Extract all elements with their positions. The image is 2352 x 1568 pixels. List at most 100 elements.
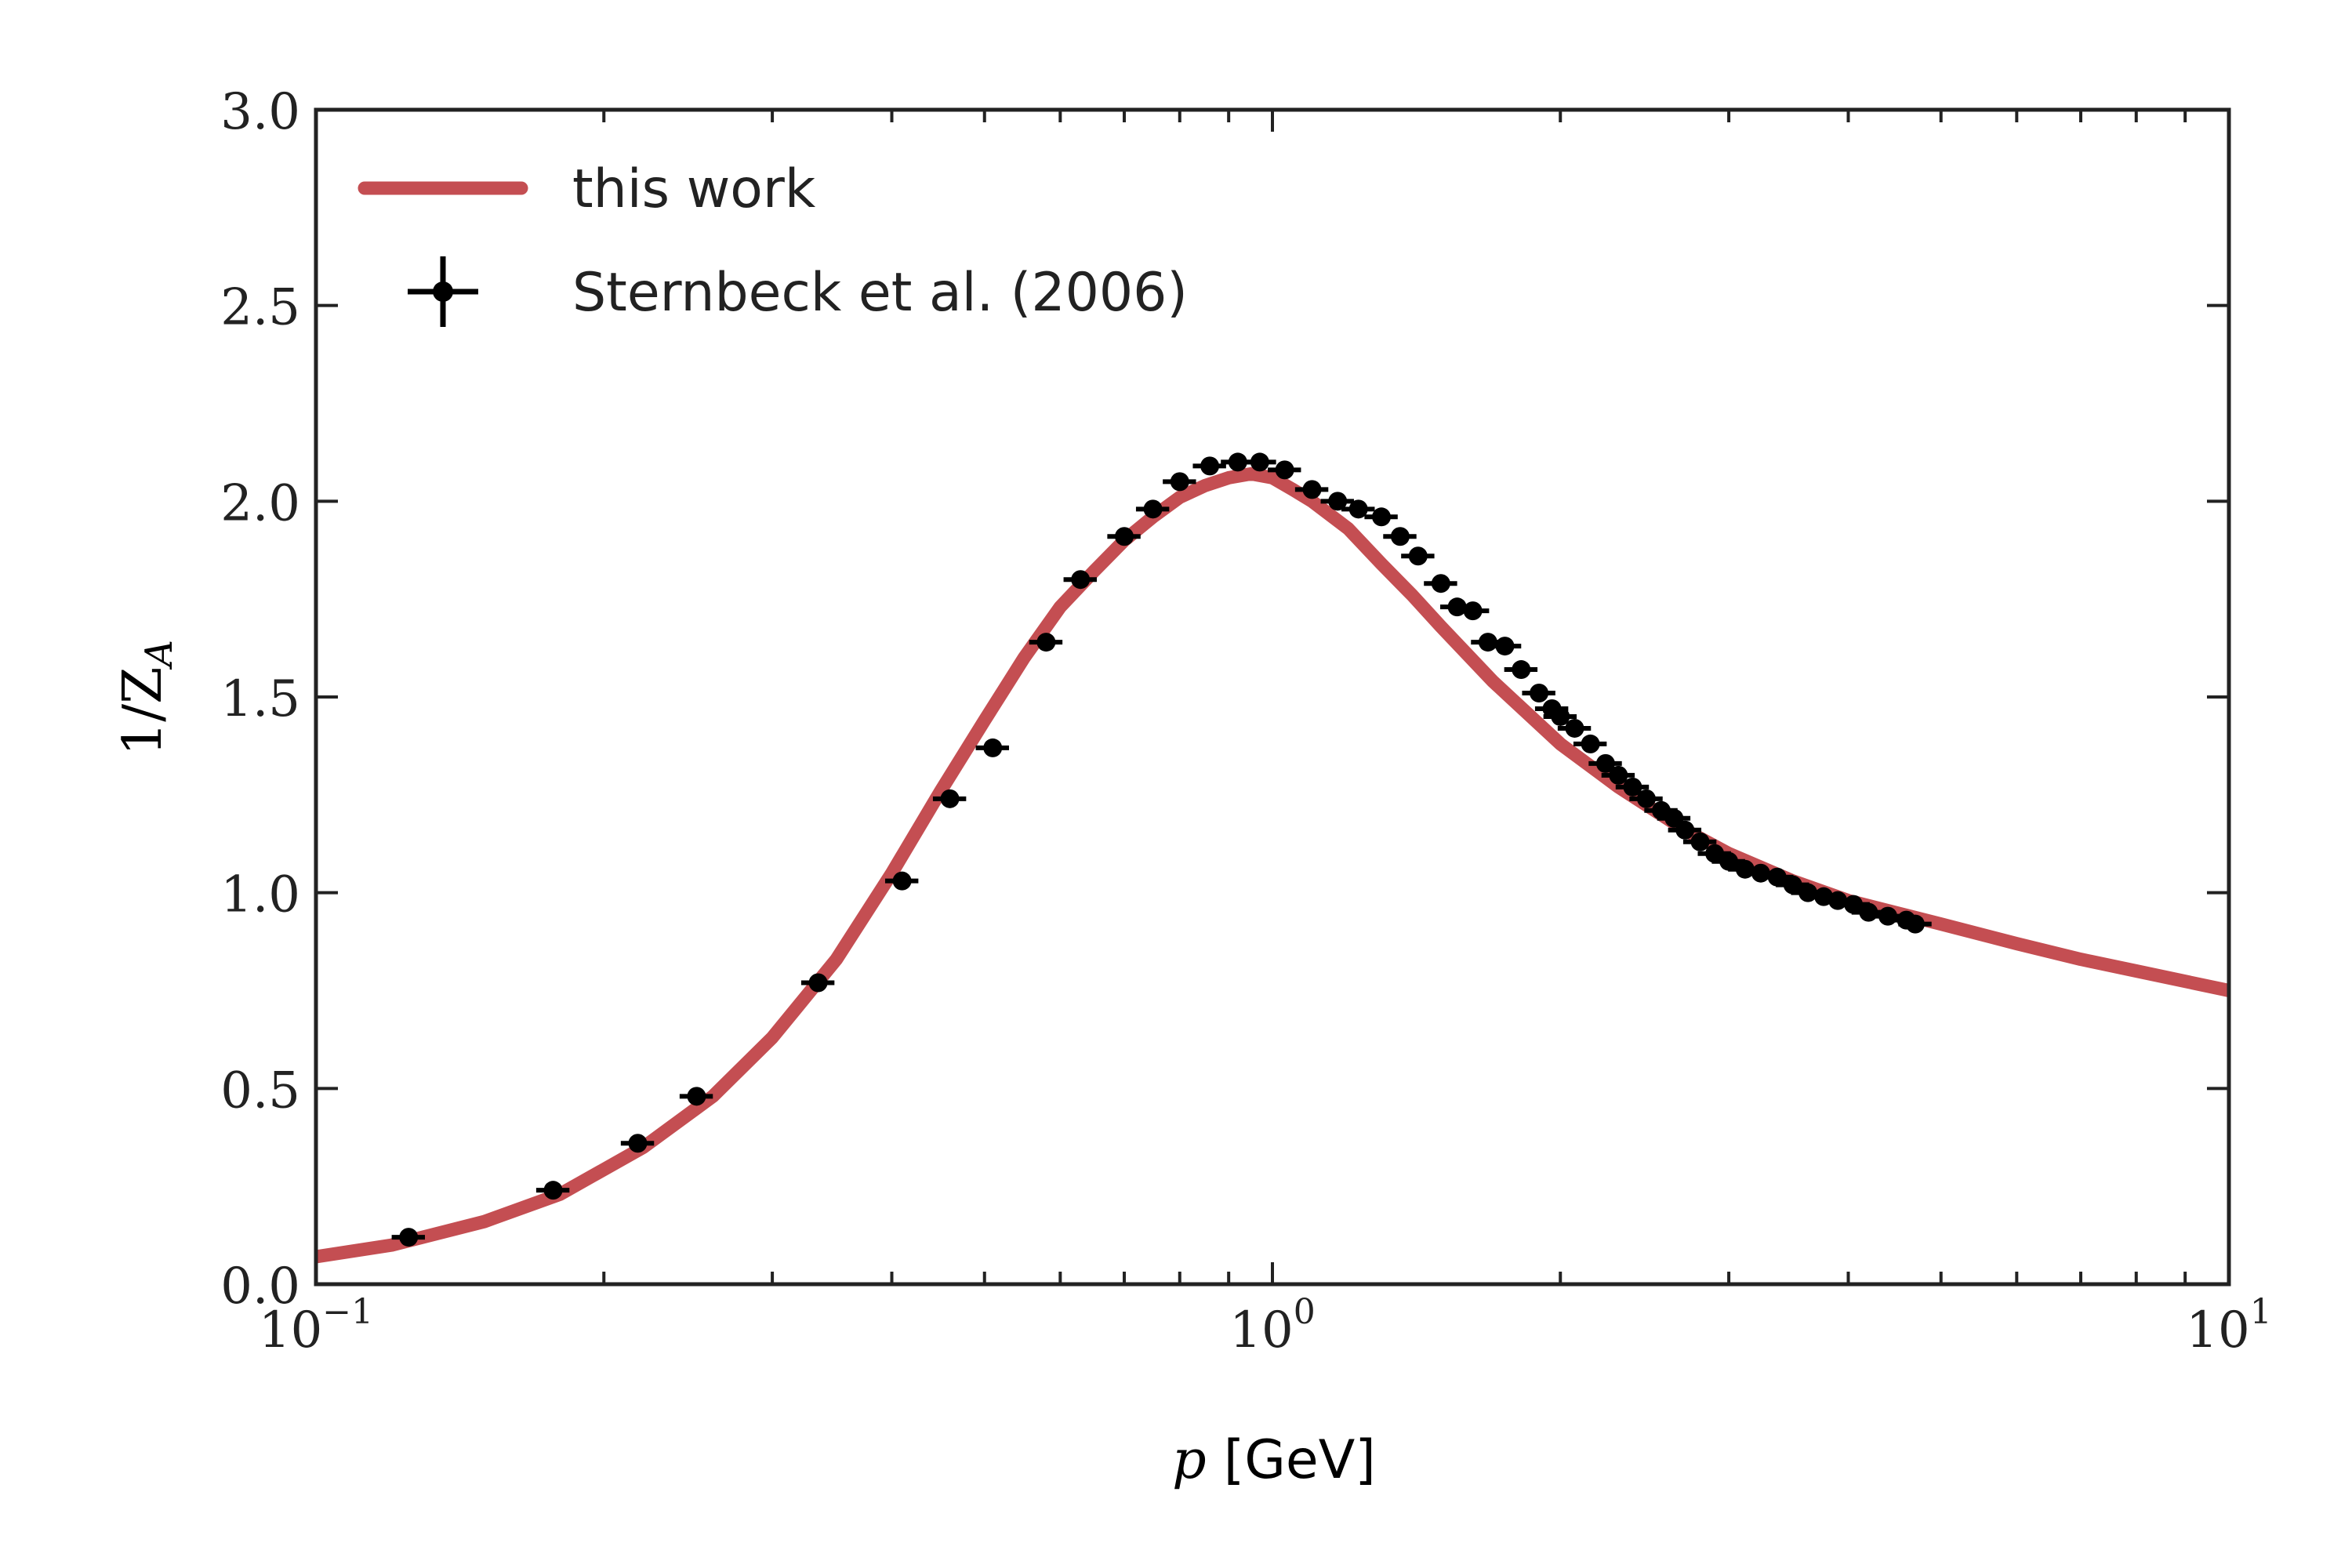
point-marker	[1170, 472, 1189, 492]
data-point	[1682, 832, 1717, 851]
data-point	[1294, 480, 1329, 499]
point-marker	[1228, 452, 1247, 472]
data-point	[1401, 546, 1435, 566]
x-tick-label: 100	[1229, 1292, 1315, 1359]
x-tick-label: 10−1	[259, 1292, 373, 1359]
y-tick-label: 1.0	[220, 866, 300, 924]
data-point	[1341, 499, 1375, 519]
point-marker	[1302, 480, 1322, 499]
point-marker	[1463, 601, 1483, 621]
point-marker	[1595, 753, 1615, 773]
data-point	[1629, 789, 1663, 808]
y-tick-labels: 0.0 0.5 1.0 1.5 2.0 2.5 3.0	[220, 83, 300, 1316]
y-tick-label: 1.5	[220, 670, 300, 728]
point-marker	[543, 1181, 563, 1200]
curve-this-work	[316, 466, 2229, 1264]
point-marker	[1735, 859, 1755, 879]
point-marker	[808, 973, 828, 993]
point-marker	[1767, 867, 1787, 887]
point-marker	[1495, 637, 1515, 656]
data-point	[1601, 765, 1635, 785]
legend-label-sternbeck: Sternbeck et al. (2006)	[572, 262, 1188, 324]
data-point	[1268, 460, 1301, 480]
data-point	[1243, 452, 1276, 472]
data-point	[1320, 492, 1354, 511]
data-point	[1573, 734, 1607, 753]
axis-ticks	[314, 108, 2230, 1286]
data-point	[1522, 684, 1555, 703]
point-marker	[687, 1087, 706, 1106]
point-marker	[1878, 906, 1898, 926]
data-point	[1504, 660, 1538, 680]
point-marker	[628, 1134, 648, 1153]
data-point	[1615, 777, 1650, 797]
point-marker	[1348, 499, 1368, 519]
data-point	[1898, 914, 1932, 934]
point-marker	[1390, 527, 1410, 546]
data-point	[800, 973, 835, 993]
point-marker	[1623, 777, 1642, 797]
data-point	[620, 1134, 655, 1153]
point-marker	[1143, 499, 1163, 519]
point-marker	[1719, 851, 1739, 871]
data-point	[1455, 601, 1490, 621]
data-point	[975, 738, 1010, 757]
point-marker	[940, 789, 960, 808]
y-tick-label: 2.5	[220, 279, 300, 337]
y-tick-label: 3.0	[220, 83, 300, 141]
point-marker	[1844, 895, 1864, 914]
y-tick-label: 2.0	[220, 474, 300, 532]
point-marker	[892, 871, 912, 891]
data-point	[1135, 499, 1170, 519]
point-marker	[1328, 492, 1348, 511]
point-marker	[1036, 633, 1056, 652]
data-point	[1063, 570, 1097, 590]
point-marker	[1905, 914, 1925, 934]
series-this-work	[316, 466, 2229, 1264]
data-point	[1163, 472, 1196, 492]
x-tick-labels: 10−1 100 101	[259, 1292, 2272, 1359]
point-marker	[1798, 883, 1818, 902]
point-marker	[1859, 902, 1878, 922]
data-point	[1557, 718, 1592, 738]
data-point	[1192, 456, 1226, 476]
point-marker	[1372, 507, 1392, 527]
data-point	[1543, 706, 1577, 726]
legend-errorbar-swatch	[408, 256, 478, 327]
point-marker	[1275, 460, 1294, 480]
point-marker	[1783, 875, 1802, 895]
y-tick-label: 0.0	[220, 1258, 300, 1316]
x-axis-label: p [GeV]	[1172, 1429, 1376, 1491]
data-point	[1107, 527, 1141, 546]
data-point	[391, 1228, 426, 1247]
point-marker	[1690, 832, 1710, 851]
point-marker	[1431, 574, 1450, 593]
point-marker	[1071, 570, 1091, 590]
point-marker	[1530, 684, 1549, 703]
y-axis-label: 1/ZA	[112, 640, 181, 756]
data-point	[1424, 574, 1457, 593]
point-marker	[1581, 734, 1600, 753]
point-marker	[1565, 718, 1584, 738]
point-marker	[1636, 789, 1656, 808]
point-marker	[1675, 820, 1695, 840]
point-marker	[1250, 452, 1269, 472]
data-point	[679, 1087, 713, 1106]
point-marker	[1609, 765, 1628, 785]
data-point	[1364, 507, 1398, 527]
point-marker	[1115, 527, 1134, 546]
y-tick-label: 0.5	[220, 1062, 300, 1120]
data-point	[932, 789, 967, 808]
data-point	[1383, 527, 1417, 546]
data-point	[1711, 851, 1745, 871]
point-marker	[983, 738, 1003, 757]
data-point	[1668, 820, 1702, 840]
data-point	[1487, 637, 1522, 656]
point-marker	[1705, 844, 1725, 863]
data-point	[535, 1181, 570, 1200]
point-marker	[1828, 891, 1848, 910]
data-point	[1029, 633, 1063, 652]
data-point	[884, 871, 919, 891]
point-marker	[1200, 456, 1220, 476]
